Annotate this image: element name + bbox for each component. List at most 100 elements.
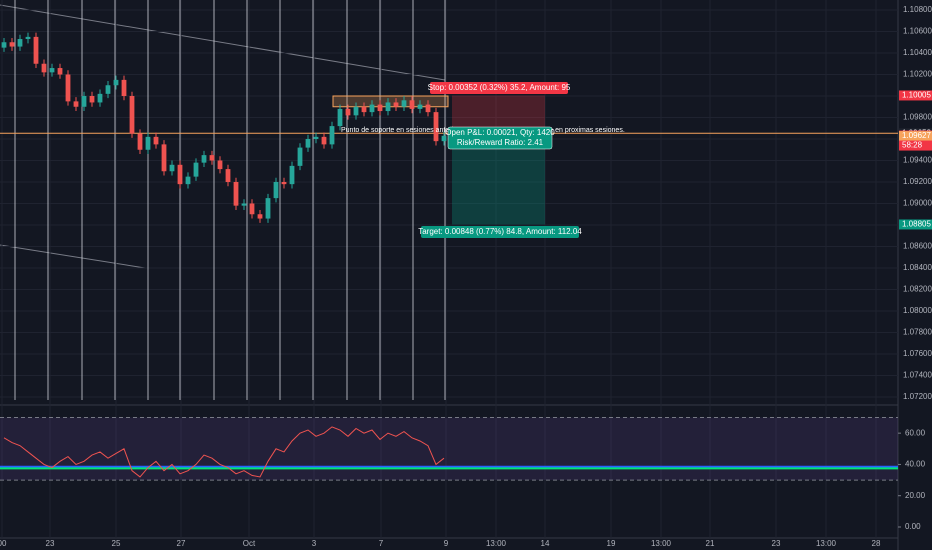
candle-body bbox=[353, 106, 359, 116]
candle-body bbox=[361, 106, 367, 113]
candle-body bbox=[89, 96, 95, 103]
price-tag: 1.10005 bbox=[902, 91, 931, 100]
candle-body bbox=[177, 164, 183, 185]
candle-body bbox=[65, 74, 71, 102]
y-tick-label: 1.08400 bbox=[903, 263, 932, 272]
y-tick-label: 1.08600 bbox=[903, 242, 932, 251]
x-tick-label: 13:00 bbox=[816, 539, 837, 548]
candle-body bbox=[145, 136, 151, 150]
rsi-tick-label: 0.00 bbox=[905, 522, 921, 531]
support-zone bbox=[332, 95, 449, 108]
candle-body bbox=[401, 100, 407, 107]
x-tick-label: 00 bbox=[0, 539, 7, 548]
candle-body bbox=[345, 108, 351, 116]
y-tick-label: 1.09400 bbox=[903, 156, 932, 165]
y-tick-label: 1.09800 bbox=[903, 113, 932, 122]
x-tick-label: 23 bbox=[46, 539, 55, 548]
price-tag-bg bbox=[899, 90, 932, 101]
candle-body bbox=[393, 102, 399, 107]
stop-label-bg bbox=[430, 82, 568, 94]
candle-body bbox=[425, 104, 431, 113]
candle-body bbox=[441, 135, 447, 142]
x-tick-label: 19 bbox=[607, 539, 616, 548]
x-tick-label: 25 bbox=[112, 539, 121, 548]
price-tag: 1.08805 bbox=[902, 220, 931, 229]
candle-body bbox=[409, 100, 415, 109]
x-tick-label: 14 bbox=[541, 539, 550, 548]
candle-body bbox=[81, 96, 87, 107]
candle-body bbox=[265, 198, 271, 219]
candle-body bbox=[417, 104, 423, 109]
candle-body bbox=[321, 136, 327, 145]
rsi-tick-label: 40.00 bbox=[905, 460, 926, 469]
candle-body bbox=[129, 96, 135, 134]
candle-body bbox=[9, 42, 15, 47]
target-label-bg bbox=[421, 226, 579, 238]
x-tick-label: 3 bbox=[312, 539, 317, 548]
rsi-line bbox=[3, 426, 445, 478]
candle-body bbox=[217, 160, 223, 170]
candle-body bbox=[97, 93, 103, 103]
candle-body bbox=[433, 112, 439, 142]
candle-body bbox=[153, 136, 159, 145]
y-tick-label: 1.10200 bbox=[903, 70, 932, 79]
candle-body bbox=[289, 165, 295, 185]
countdown: 58:28 bbox=[902, 141, 923, 150]
x-tick-label: 28 bbox=[872, 539, 881, 548]
rsi-band bbox=[0, 417, 898, 481]
candle-body bbox=[57, 68, 63, 75]
x-tick-label: 13:00 bbox=[651, 539, 672, 548]
x-tick-label: 23 bbox=[772, 539, 781, 548]
x-tick-label: Oct bbox=[243, 539, 256, 548]
candle-body bbox=[377, 104, 383, 112]
x-tick-label: 7 bbox=[379, 539, 384, 548]
stop-label: Stop: 0.00352 (0.32%) 35.2, Amount: 95 bbox=[428, 83, 571, 92]
candle-body bbox=[201, 155, 207, 163]
price-tag-bg bbox=[899, 219, 932, 230]
rsi-tick-label: 60.00 bbox=[905, 428, 926, 437]
annotation: Punto de soporte en sesiones anterio bbox=[341, 127, 457, 134]
price-tag: 1.09627 bbox=[902, 131, 931, 140]
x-tick-label: 13:00 bbox=[486, 539, 507, 548]
candle-body bbox=[209, 155, 215, 161]
candle-body bbox=[337, 108, 343, 127]
y-tick-label: 1.08200 bbox=[903, 285, 932, 294]
candle-body bbox=[241, 203, 247, 206]
rr-label: Risk/Reward Ratio: 2.41 bbox=[457, 138, 544, 147]
candle-body bbox=[249, 203, 255, 215]
pnl-label: Open P&L: 0.00021, Qty: 1420 bbox=[445, 128, 555, 137]
x-tick-label: 21 bbox=[706, 539, 715, 548]
target-zone bbox=[452, 136, 545, 225]
candle-body bbox=[385, 102, 391, 112]
candle-body bbox=[1, 42, 7, 48]
candle-body bbox=[281, 182, 287, 185]
candle-body bbox=[41, 63, 47, 73]
y-tick-label: 1.10800 bbox=[903, 5, 932, 14]
candle-body bbox=[25, 36, 31, 40]
price-tag-bg bbox=[899, 131, 932, 142]
candle-body bbox=[193, 162, 199, 177]
candle-body bbox=[169, 164, 175, 172]
candle-body bbox=[17, 39, 23, 47]
y-tick-label: 1.10600 bbox=[903, 27, 932, 36]
candle-body bbox=[273, 182, 279, 199]
pnl-bg bbox=[447, 126, 553, 150]
candle-body bbox=[297, 147, 303, 166]
y-tick-label: 1.07600 bbox=[903, 349, 932, 358]
x-tick-label: 27 bbox=[177, 539, 186, 548]
annotation: rte en proximas sesiones. bbox=[545, 127, 625, 134]
candle-body bbox=[73, 101, 79, 107]
target-label: Target: 0.00848 (0.77%) 84.8, Amount: 11… bbox=[418, 227, 582, 236]
countdown-bg bbox=[899, 140, 932, 151]
rsi-tick-label: 20.00 bbox=[905, 491, 926, 500]
candle-body bbox=[257, 214, 263, 219]
x-tick-label: 9 bbox=[444, 539, 449, 548]
y-tick-label: 1.09200 bbox=[903, 177, 932, 186]
candle-body bbox=[49, 68, 55, 73]
candle-body bbox=[233, 182, 239, 206]
trend-line bbox=[0, 244, 146, 269]
trend-line bbox=[0, 4, 446, 81]
y-tick-label: 1.10400 bbox=[903, 48, 932, 57]
y-tick-label: 1.08000 bbox=[903, 306, 932, 315]
